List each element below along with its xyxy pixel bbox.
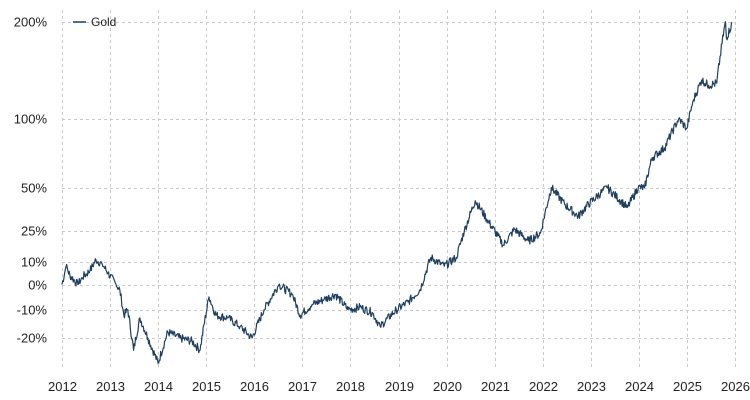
x-tick-label: 2020 bbox=[433, 379, 462, 394]
y-axis-ticks: 200% 100% 50% 25% 10% 0% -10% -20% bbox=[14, 15, 48, 346]
x-tick-label: 2022 bbox=[529, 379, 558, 394]
x-tick-label: 2012 bbox=[48, 379, 77, 394]
x-tick-label: 2025 bbox=[673, 379, 702, 394]
y-tick-label: -10% bbox=[17, 303, 48, 318]
series-line-gold bbox=[61, 21, 733, 364]
legend: Gold bbox=[73, 15, 116, 29]
x-tick-label: 2018 bbox=[336, 379, 365, 394]
x-tick-label: 2024 bbox=[625, 379, 654, 394]
x-tick-label: 2016 bbox=[240, 379, 269, 394]
grid bbox=[62, 10, 736, 370]
x-tick-label: 2026 bbox=[721, 379, 750, 394]
x-tick-label: 2023 bbox=[577, 379, 606, 394]
x-tick-label: 2017 bbox=[288, 379, 317, 394]
y-tick-label: 25% bbox=[21, 224, 47, 239]
x-tick-label: 2021 bbox=[481, 379, 510, 394]
legend-label-gold: Gold bbox=[91, 15, 116, 29]
y-tick-label: 10% bbox=[21, 255, 47, 270]
series-layer bbox=[61, 21, 733, 364]
x-axis-ticks: 2012 2013 2014 2015 2016 2017 2018 2019 2020 2021… bbox=[48, 379, 750, 394]
y-tick-label: 200% bbox=[14, 15, 48, 30]
y-tick-label: 0% bbox=[28, 278, 47, 293]
y-tick-label: -20% bbox=[17, 331, 48, 346]
x-tick-label: 2019 bbox=[385, 379, 414, 394]
x-tick-label: 2013 bbox=[96, 379, 125, 394]
x-tick-label: 2015 bbox=[192, 379, 221, 394]
x-tick-label: 2014 bbox=[144, 379, 173, 394]
y-tick-label: 100% bbox=[14, 112, 48, 127]
y-tick-label: 50% bbox=[21, 181, 47, 196]
